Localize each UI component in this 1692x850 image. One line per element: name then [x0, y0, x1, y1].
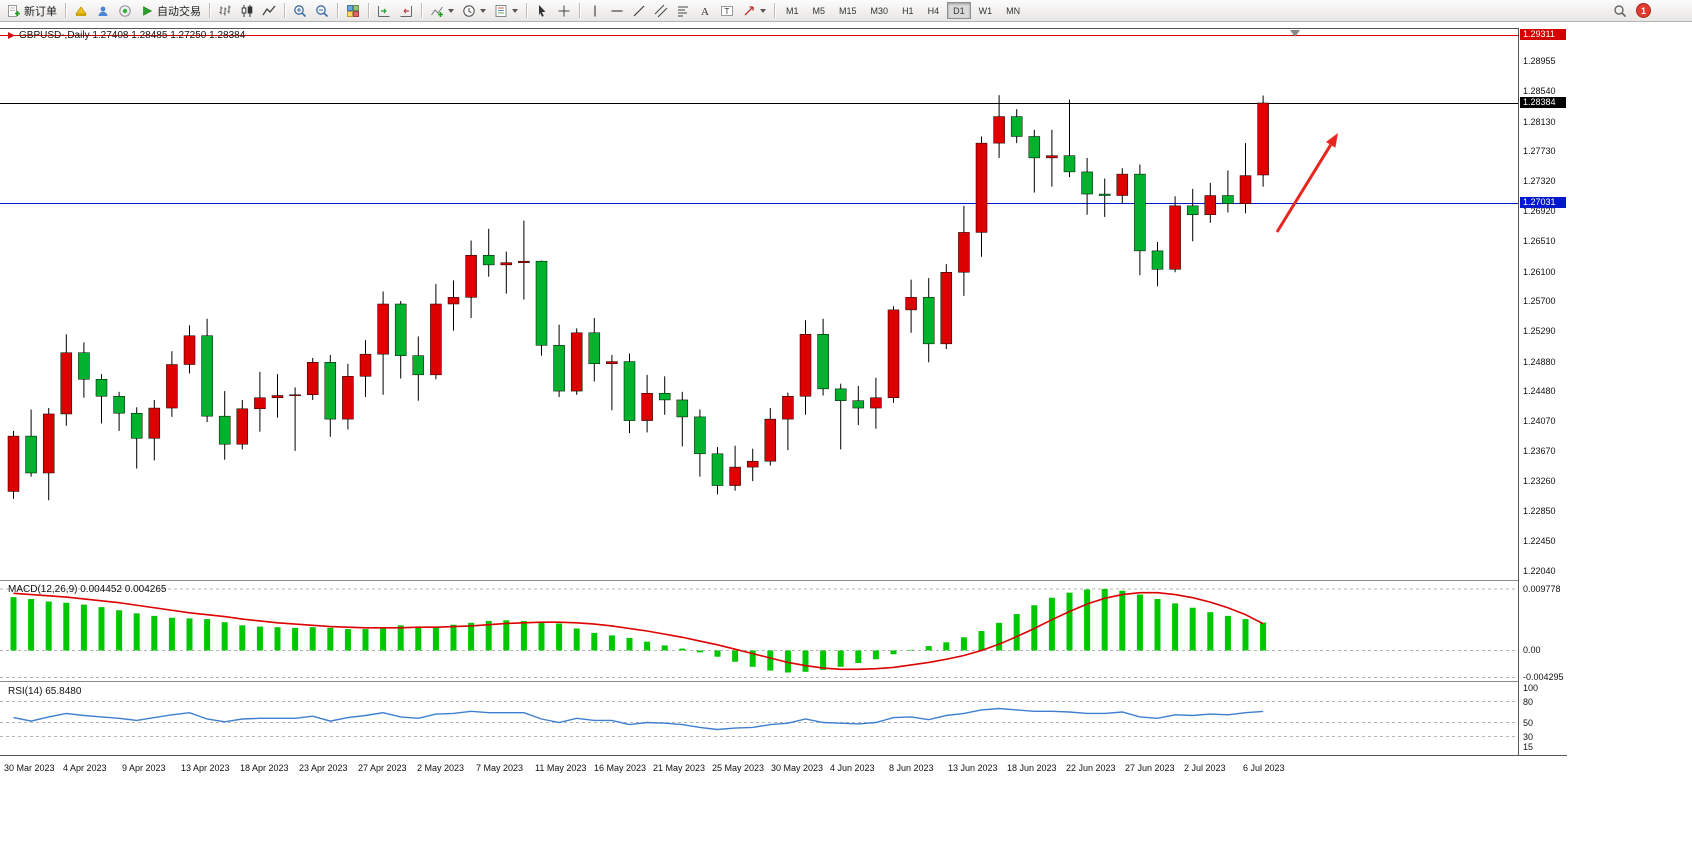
toolbar-separator: [284, 3, 285, 18]
auto-scroll-icon: [377, 4, 391, 18]
toolbar-separator: [368, 3, 369, 18]
fibonacci-icon: [676, 4, 690, 18]
metaeditor-icon: [74, 4, 88, 18]
indicators-icon: [430, 4, 444, 18]
svg-text:A: A: [701, 6, 709, 18]
timeframe-m30-button[interactable]: M30: [870, 5, 889, 16]
svg-text:T: T: [725, 7, 730, 16]
new-order-button[interactable]: 新订单: [3, 1, 61, 20]
new-order-icon: [7, 4, 21, 18]
timeframe-m15-button[interactable]: M15: [839, 5, 857, 16]
text-label-button[interactable]: T: [716, 1, 738, 20]
toolbar-separator: [421, 3, 422, 18]
line-chart-icon: [262, 4, 276, 18]
horizontal-line-icon: [610, 4, 624, 18]
toolbar-separator: [526, 3, 527, 18]
candlestick-chart-button[interactable]: [236, 1, 258, 20]
zoom-out-button[interactable]: [311, 1, 333, 20]
text-label-icon: T: [720, 4, 734, 18]
vertical-line-button[interactable]: [584, 1, 606, 20]
line-chart-button[interactable]: [258, 1, 280, 20]
equidistant-channel-icon: [654, 4, 668, 18]
timeframe-d1-button[interactable]: D1: [947, 2, 971, 19]
chart-shift-icon: [399, 4, 413, 18]
autotrading-button-label: 自动交易: [157, 5, 201, 18]
bar-chart-button[interactable]: [214, 1, 236, 20]
arrows-icon: [742, 4, 756, 18]
autotrading-icon: [140, 4, 154, 18]
trendline-icon: [632, 4, 646, 18]
timeframe-mn-button[interactable]: MN: [1006, 5, 1021, 16]
equidistant-channel-button[interactable]: [650, 1, 672, 20]
autotrading-button[interactable]: 自动交易: [136, 1, 205, 20]
chart-shift-button[interactable]: [395, 1, 417, 20]
chart-title-row: GBPUSD-,Daily 1.27408 1.28485 1.27250 1.…: [8, 30, 245, 41]
trendline-button[interactable]: [628, 1, 650, 20]
chart-plot-area[interactable]: [0, 28, 1518, 756]
toolbar-separator: [65, 3, 66, 18]
horizontal-line-button[interactable]: [606, 1, 628, 20]
arrows-button[interactable]: [738, 1, 770, 20]
text-button[interactable]: A: [694, 1, 716, 20]
timeframe-m1-button[interactable]: M1: [786, 5, 799, 16]
main-toolbar: 新订单 自动交易 A T M1 M5 M15 M30 H1 H4 D1 W1 MN 1: [0, 0, 1692, 22]
cursor-button[interactable]: [531, 1, 553, 20]
crosshair-icon: [557, 4, 571, 18]
zoom-out-icon: [315, 4, 329, 18]
time-axis[interactable]: [0, 756, 1567, 780]
auto-scroll-button[interactable]: [373, 1, 395, 20]
zoom-in-button[interactable]: [289, 1, 311, 20]
signals-icon: [118, 4, 132, 18]
bar-chart-icon: [218, 4, 232, 18]
timeframe-h1-button[interactable]: H1: [902, 5, 914, 16]
toolbar-separator: [209, 3, 210, 18]
chevron-down-icon: [760, 8, 766, 13]
new-order-button-label: 新订单: [24, 5, 57, 18]
metaeditor-button[interactable]: [70, 1, 92, 20]
tile-windows-icon: [346, 4, 360, 18]
toolbar-separator: [774, 3, 775, 18]
toolbar-right-group: 1: [1613, 3, 1689, 18]
chevron-down-icon: [512, 8, 518, 13]
search-icon[interactable]: [1613, 4, 1627, 18]
timeframe-h4-button[interactable]: H4: [927, 5, 940, 16]
chart-title: GBPUSD-,Daily 1.27408 1.28485 1.27250 1.…: [19, 30, 246, 41]
vertical-line-icon: [588, 4, 602, 18]
chart-window: GBPUSD-,Daily 1.27408 1.28485 1.27250 1.…: [0, 22, 1692, 845]
chevron-down-icon: [480, 8, 486, 13]
candlestick-chart-icon: [240, 4, 254, 18]
periods-icon: [462, 4, 476, 18]
timeframe-w1-button[interactable]: W1: [978, 5, 993, 16]
cursor-icon: [535, 4, 549, 18]
rsi-indicator-label: RSI(14) 65.8480: [8, 686, 82, 697]
market-button[interactable]: [92, 1, 114, 20]
price-axis[interactable]: [1518, 28, 1578, 762]
zoom-in-icon: [293, 4, 307, 18]
fibonacci-button[interactable]: [672, 1, 694, 20]
text-icon: A: [698, 4, 712, 18]
symbol-marker-icon: [8, 32, 15, 39]
toolbar-separator: [579, 3, 580, 18]
crosshair-button[interactable]: [553, 1, 575, 20]
tile-windows-button[interactable]: [342, 1, 364, 20]
indicators-button[interactable]: [426, 1, 458, 20]
templates-icon: [494, 4, 508, 18]
toolbar-separator: [337, 3, 338, 18]
signals-button[interactable]: [114, 1, 136, 20]
notification-badge[interactable]: 1: [1636, 3, 1651, 18]
chevron-down-icon: [448, 8, 454, 13]
templates-button[interactable]: [490, 1, 522, 20]
timeframe-m5-button[interactable]: M5: [812, 5, 826, 16]
market-icon: [96, 4, 110, 18]
periods-button[interactable]: [458, 1, 490, 20]
macd-indicator-label: MACD(12,26,9) 0.004452 0.004265: [8, 584, 167, 595]
